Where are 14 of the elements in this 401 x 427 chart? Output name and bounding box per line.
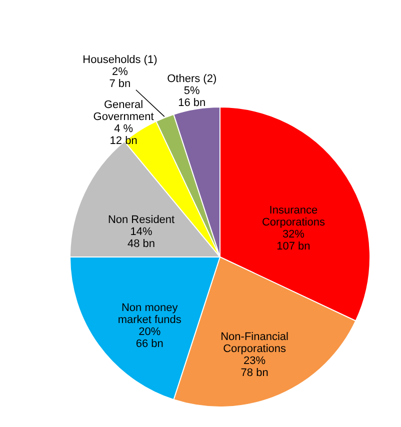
slice-label: Non Resident xyxy=(108,214,175,226)
data-label: 32% 107 bn xyxy=(276,228,310,252)
data-label: 2% 7 bn xyxy=(109,66,131,90)
slice-label: Others (2) xyxy=(167,73,217,86)
slice-label: Non-Financial Corporations xyxy=(220,330,288,355)
data-label: 23% 78 bn xyxy=(240,354,268,379)
data-label: 14% 48 bn xyxy=(128,226,156,250)
data-label: 5% 16 bn xyxy=(178,85,206,110)
slice-label: Households (1) xyxy=(82,54,158,66)
data-label: 4 % 12 bn xyxy=(110,123,138,148)
slice-label: General Government xyxy=(93,99,154,124)
slice-label: Insurance Corporations xyxy=(262,204,326,228)
data-label: 20% 66 bn xyxy=(136,326,164,350)
slice-label: Non money market funds xyxy=(118,302,182,326)
